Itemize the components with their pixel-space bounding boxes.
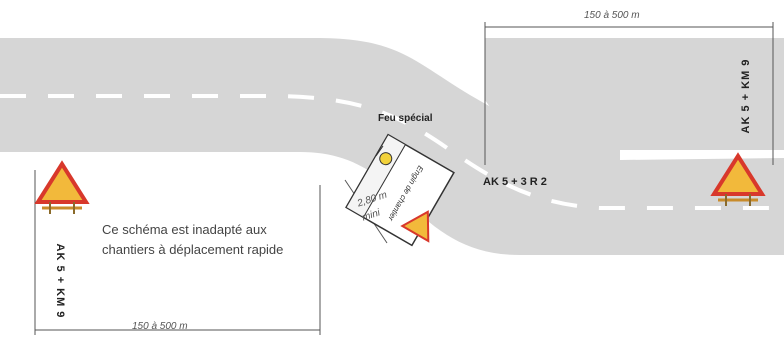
vehicle-warning-sign-icon [400, 210, 430, 243]
diagram-note: Ce schéma est inadapté aux chantiers à d… [102, 222, 284, 257]
special-light-label: Feu spécial [378, 113, 433, 124]
special-light-icon [379, 152, 393, 166]
lane-marking [0, 94, 784, 210]
special-light-pointer [375, 145, 384, 157]
left-panel-code: AK 5 + KM 9 [54, 243, 66, 319]
construction-vehicle: Engin de chantier [345, 133, 455, 247]
right-panel-code: AK 5 + KM 9 [740, 58, 752, 134]
right-warning-sign [710, 152, 766, 206]
road-surface-right [485, 38, 784, 150]
vehicle-sign-code: AK 5 + 3 R 2 [483, 176, 547, 188]
roadworks-sign-icon [710, 152, 766, 196]
bottom-distance-label: 150 à 500 m [132, 321, 188, 332]
roadworks-sign-icon [34, 160, 90, 204]
top-distance-label: 150 à 500 m [584, 10, 640, 21]
left-warning-sign [34, 160, 90, 214]
